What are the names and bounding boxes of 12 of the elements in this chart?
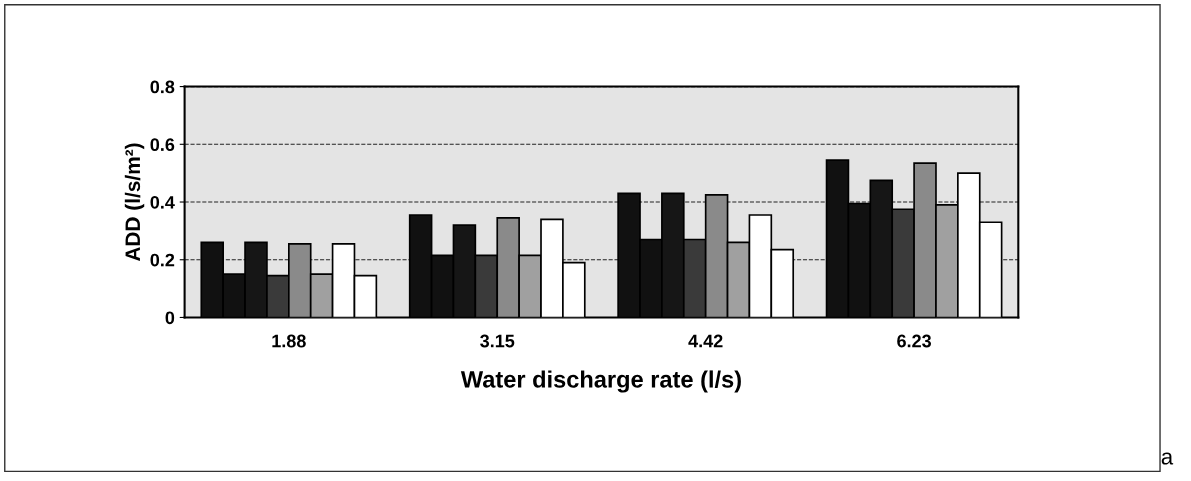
- y-axis-title: ADD (l/s/m²): [124, 143, 145, 262]
- y-tick-label: 0.6: [150, 138, 175, 152]
- x-tick-label: 6.23: [897, 334, 932, 348]
- x-tick-label: 3.15: [480, 334, 515, 348]
- x-axis-title: Water discharge rate (l/s): [460, 370, 741, 393]
- y-tick-label: 0.4: [150, 195, 175, 209]
- y-tick-label: 0.8: [150, 80, 175, 94]
- x-tick-label: 4.42: [688, 334, 723, 348]
- text: a: [1161, 452, 1174, 465]
- y-tick-label: 0.2: [150, 253, 175, 267]
- y-tick-label: 0: [165, 311, 175, 325]
- x-tick-label: 1.88: [272, 334, 306, 348]
